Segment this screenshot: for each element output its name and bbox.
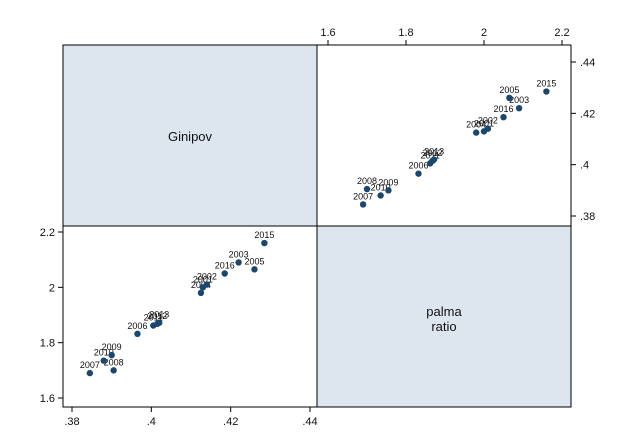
data-label-bottom-left: 2003 xyxy=(229,249,249,259)
data-label-bottom-left: 2006 xyxy=(127,321,147,331)
data-label-bottom-left: 2005 xyxy=(244,256,264,266)
data-point-top-right xyxy=(430,156,438,163)
data-label-top-right: 2005 xyxy=(499,85,519,95)
data-label-bottom-left: 2010 xyxy=(94,348,114,358)
data-point-top-right xyxy=(500,113,507,121)
data-point-top-right xyxy=(377,192,384,199)
data-point-bottom-left xyxy=(251,266,258,273)
data-point-top-right xyxy=(543,88,550,95)
data-point-bottom-left xyxy=(203,281,211,288)
data-label-top-right: 2013 xyxy=(424,147,444,157)
data-point-bottom-left xyxy=(110,367,117,374)
x-tick-label-palma: 1.6 xyxy=(320,27,335,39)
data-label-top-right: 2015 xyxy=(536,79,556,89)
data-label-bottom-left: 2011 xyxy=(144,313,163,323)
data-label-bottom-left: 2008 xyxy=(104,357,124,367)
data-label-bottom-left: 2013 xyxy=(149,310,169,320)
data-point-top-right xyxy=(515,105,523,112)
data-label-bottom-left: 2016 xyxy=(215,261,235,271)
diagonal-label-ginipov: Ginipov xyxy=(168,129,213,144)
data-label-top-right: 2016 xyxy=(493,104,513,114)
x-tick-label-ginipov: .44 xyxy=(302,416,317,428)
y-tick-label-ginipov: .42 xyxy=(580,108,595,120)
data-label-bottom-left: 2007 xyxy=(80,360,100,370)
data-point-bottom-left xyxy=(235,259,242,266)
y-tick-label-ginipov: .4 xyxy=(580,160,589,172)
data-label-top-right: 2007 xyxy=(353,191,373,201)
data-label-bottom-left: 2015 xyxy=(254,230,274,240)
data-point-bottom-left xyxy=(197,289,205,297)
x-tick-label-ginipov: .42 xyxy=(223,416,238,428)
y-tick-label-ginipov: .44 xyxy=(580,57,595,69)
cell-top-right-scatter xyxy=(317,45,571,226)
y-tick-label-ginipov: .38 xyxy=(580,211,595,223)
data-point-top-right xyxy=(363,185,371,193)
data-label-top-right: 2010 xyxy=(371,182,391,192)
cell-bottom-left-scatter xyxy=(63,226,317,407)
data-point-top-right xyxy=(484,125,492,132)
data-label-top-right: 2003 xyxy=(509,95,529,105)
data-point-bottom-left xyxy=(221,270,228,277)
cell-top-left-diagonal xyxy=(63,45,317,226)
diagonal-label-palma-line2: ratio xyxy=(431,319,456,334)
y-tick-label-palma: 2.2 xyxy=(40,227,55,239)
data-label-top-right: 2002 xyxy=(478,116,498,126)
x-tick-label-ginipov: .4 xyxy=(147,416,156,428)
data-point-bottom-left xyxy=(100,357,107,364)
x-tick-label-palma: 1.8 xyxy=(398,27,413,39)
x-tick-label-palma: 2 xyxy=(481,27,487,39)
data-point-bottom-left xyxy=(108,351,115,359)
x-tick-label-ginipov: .38 xyxy=(64,416,79,428)
data-label-bottom-left: 2001 xyxy=(193,274,213,284)
y-tick-label-palma: 1.6 xyxy=(40,393,55,405)
data-point-top-right xyxy=(359,201,367,208)
data-label-top-right: 2012 xyxy=(423,148,443,158)
data-label-top-right: 2008 xyxy=(357,176,377,186)
data-marks-group: 2007200720082008201020102009200920062006… xyxy=(80,79,556,377)
data-point-bottom-left xyxy=(86,369,94,377)
data-point-top-right xyxy=(385,187,392,194)
data-label-bottom-left: 2012 xyxy=(147,311,167,321)
cell-bottom-right-diagonal xyxy=(317,226,571,407)
data-label-bottom-left: 2002 xyxy=(197,272,217,282)
data-point-bottom-left xyxy=(261,239,268,247)
data-point-bottom-left xyxy=(156,319,163,326)
y-tick-label-palma: 1.8 xyxy=(40,338,55,350)
data-point-top-right xyxy=(473,129,480,136)
data-label-top-right: 2004 xyxy=(466,120,486,130)
y-tick-label-palma: 2 xyxy=(49,282,55,294)
axes-group: .38 .38 .4 .4 .42 .42 .44 .44 1.6 1.6 1.8 1.8 2 2 2.2 2… xyxy=(40,27,596,428)
data-label-top-right: 2011 xyxy=(421,150,440,160)
x-tick-label-palma: 2.2 xyxy=(554,27,569,39)
data-point-bottom-left xyxy=(134,330,141,338)
diagonal-label-palma-line1: palma xyxy=(426,304,462,319)
data-label-top-right: 2009 xyxy=(378,177,398,187)
data-point-top-right xyxy=(415,170,422,177)
data-label-bottom-left: 2009 xyxy=(102,342,122,352)
data-label-top-right: 2001 xyxy=(474,118,494,128)
data-label-top-right: 2006 xyxy=(408,161,428,171)
data-point-top-right xyxy=(506,94,513,102)
